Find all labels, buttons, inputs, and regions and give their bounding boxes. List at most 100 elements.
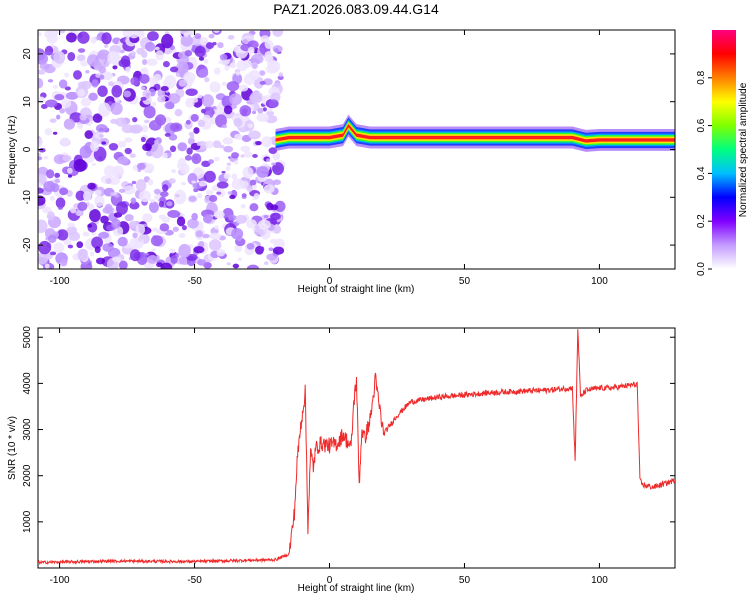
noise-blob <box>89 208 101 223</box>
noise-blob <box>178 232 186 239</box>
noise-blob <box>58 79 68 89</box>
snr-y-axis: 1000 2000 3000 4000 5000 <box>22 326 675 533</box>
noise-blob <box>263 184 275 194</box>
noise-blob <box>217 42 224 49</box>
noise-blob <box>38 147 46 153</box>
noise-blob <box>116 201 128 215</box>
spectrogram-y-tick-label: 0 <box>22 146 33 152</box>
noise-blob <box>77 201 88 212</box>
noise-blob <box>169 66 179 73</box>
spectrogram-x-tick-label: -100 <box>50 276 70 287</box>
noise-blob <box>154 114 167 126</box>
colorbar-tick-label: 0.4 <box>696 166 707 180</box>
noise-blob <box>178 79 187 87</box>
noise-blob <box>209 232 221 240</box>
noise-blob <box>169 248 176 254</box>
noise-blob <box>39 63 50 70</box>
noise-blob <box>214 225 219 230</box>
snr-y-tick-label: 2000 <box>22 464 33 487</box>
noise-blob <box>128 220 139 229</box>
noise-blob <box>205 189 214 195</box>
noise-blob <box>252 196 257 201</box>
noise-blob <box>84 130 94 139</box>
noise-blob <box>164 132 171 137</box>
noise-blob <box>214 156 220 162</box>
noise-blob <box>242 59 252 69</box>
noise-blob <box>170 168 177 174</box>
noise-blob <box>153 188 161 195</box>
noise-blob <box>167 209 181 218</box>
noise-blob <box>177 142 188 152</box>
noise-blob <box>108 142 119 151</box>
noise-blob <box>223 145 234 153</box>
snr-frame <box>37 327 676 569</box>
noise-blob <box>49 118 57 123</box>
noise-blob <box>223 105 233 115</box>
noise-blob <box>205 42 214 50</box>
noise-blob <box>91 79 99 88</box>
noise-blob <box>202 114 211 122</box>
noise-blob <box>38 78 44 89</box>
noise-blob <box>216 191 222 195</box>
noise-blob <box>178 243 191 258</box>
noise-blob <box>197 259 207 266</box>
noise-blob <box>181 225 187 231</box>
noise-blob <box>66 167 73 174</box>
noise-blob <box>97 49 111 60</box>
noise-blob <box>138 190 152 203</box>
noise-blob <box>252 154 258 158</box>
noise-blob <box>44 30 53 39</box>
spectrogram-y-tick-label: -20 <box>22 237 33 252</box>
noise-blob <box>102 206 115 215</box>
noise-blob <box>80 60 88 67</box>
noise-blob <box>203 170 216 183</box>
noise-blob <box>94 132 105 139</box>
noise-blob <box>153 73 162 82</box>
noise-blob <box>67 222 75 228</box>
noise-blob <box>111 218 121 229</box>
noise-blob <box>190 113 199 122</box>
noise-blob <box>115 117 127 127</box>
noise-blob <box>117 236 128 247</box>
noise-blob <box>197 119 206 127</box>
spectrogram-y-axis: -20 -10 0 10 20 <box>22 48 675 252</box>
noise-blob <box>38 252 49 265</box>
noise-blob <box>129 249 141 262</box>
noise-blob <box>249 179 257 186</box>
spectrogram-x-tick-label: 100 <box>591 276 608 287</box>
noise-blob <box>75 190 86 201</box>
noise-blob <box>247 123 254 129</box>
snr-series-line <box>38 329 675 566</box>
noise-blob <box>222 137 234 145</box>
noise-blob <box>272 179 281 185</box>
noise-blob <box>198 56 205 61</box>
noise-blob <box>186 147 193 155</box>
noise-blob <box>139 73 150 84</box>
noise-blob <box>38 182 42 188</box>
noise-blob <box>147 31 159 42</box>
colorbar-tick-label: 0.0 <box>696 262 707 276</box>
noise-blob <box>61 258 68 267</box>
noise-blob <box>262 107 267 112</box>
noise-blob <box>259 81 266 85</box>
noise-blob <box>132 116 138 123</box>
noise-blob <box>124 214 134 222</box>
noise-blob <box>255 141 262 146</box>
noise-blob <box>259 246 265 252</box>
noise-blob <box>38 156 43 161</box>
noise-blob <box>118 188 126 193</box>
noise-blob <box>135 179 147 192</box>
noise-blob <box>213 210 225 219</box>
noise-blob <box>50 183 60 193</box>
noise-blob <box>70 206 77 214</box>
noise-blob <box>246 264 260 269</box>
noise-blob <box>64 72 70 78</box>
noise-blob <box>274 47 279 53</box>
noise-blob <box>197 192 203 199</box>
noise-blob <box>191 153 202 165</box>
noise-blob <box>143 119 150 124</box>
noise-blob <box>90 36 97 44</box>
noise-blob <box>94 195 105 207</box>
noise-blob <box>204 77 210 83</box>
noise-blob <box>77 123 84 130</box>
